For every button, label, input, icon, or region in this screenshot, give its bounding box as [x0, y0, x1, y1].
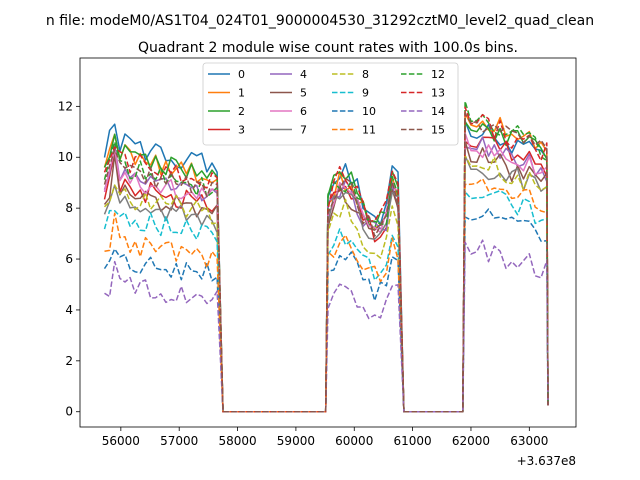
legend-label-9: 9	[362, 87, 369, 100]
y-axis: 0 2 4 6 8 10 12	[58, 99, 80, 419]
x-tick-label-59000: 59000	[277, 434, 315, 448]
x-tick-label-58000: 58000	[218, 434, 256, 448]
series-line-12	[103, 100, 549, 413]
legend-label-6: 6	[300, 105, 307, 118]
series-line-2	[103, 120, 549, 413]
series-line-14	[104, 239, 549, 413]
x-axis: 56000 57000 58000 59000 60000 61000 62000 63000	[102, 427, 548, 448]
y-tick-label-10: 10	[58, 150, 73, 164]
legend-label-13: 13	[431, 87, 445, 100]
series-line-8	[103, 155, 549, 413]
legend-label-7: 7	[300, 124, 307, 137]
legend-label-3: 3	[238, 124, 245, 137]
legend-label-8: 8	[362, 68, 369, 81]
legend-label-5: 5	[300, 87, 307, 100]
legend-label-0: 0	[238, 68, 245, 81]
x-axis-offset-label: +3.637e8	[517, 454, 576, 468]
series-line-9	[103, 189, 549, 413]
legend-label-10: 10	[362, 105, 376, 118]
x-tick-label-62000: 62000	[452, 434, 490, 448]
legend-label-2: 2	[238, 105, 245, 118]
y-tick-label-8: 8	[65, 201, 73, 215]
y-tick-label-2: 2	[65, 354, 73, 368]
y-tick-label-4: 4	[65, 303, 73, 317]
legend-label-1: 1	[238, 87, 245, 100]
chart-title: Quadrant 2 module wise count rates with …	[138, 40, 518, 56]
plot-area	[79, 57, 577, 428]
legend-label-15: 15	[431, 124, 445, 137]
series-line-10	[103, 208, 549, 413]
x-tick-label-63000: 63000	[510, 434, 548, 448]
x-tick-label-61000: 61000	[394, 434, 432, 448]
series-line-11	[104, 178, 549, 413]
series-line-1	[103, 112, 549, 413]
legend-box	[202, 62, 459, 146]
series-line-0	[103, 120, 549, 413]
x-tick-label-56000: 56000	[102, 434, 140, 448]
series-line-6	[103, 132, 549, 413]
y-tick-label-0: 0	[65, 405, 73, 419]
series-line-5	[103, 140, 549, 413]
legend-label-14: 14	[431, 105, 445, 118]
legend-label-4: 4	[300, 68, 307, 81]
figure-suptitle: n file: modeM0/AS1T04_024T01_9000004530_…	[46, 13, 594, 29]
x-tick-label-60000: 60000	[335, 434, 373, 448]
series-layer	[103, 100, 549, 413]
x-tick-label-57000: 57000	[160, 434, 198, 448]
legend-label-11: 11	[362, 124, 376, 137]
axes-frame	[79, 57, 577, 428]
legend-label-12: 12	[431, 68, 445, 81]
y-tick-label-12: 12	[58, 99, 73, 113]
series-line-15	[103, 112, 549, 413]
y-tick-label-6: 6	[65, 252, 73, 266]
